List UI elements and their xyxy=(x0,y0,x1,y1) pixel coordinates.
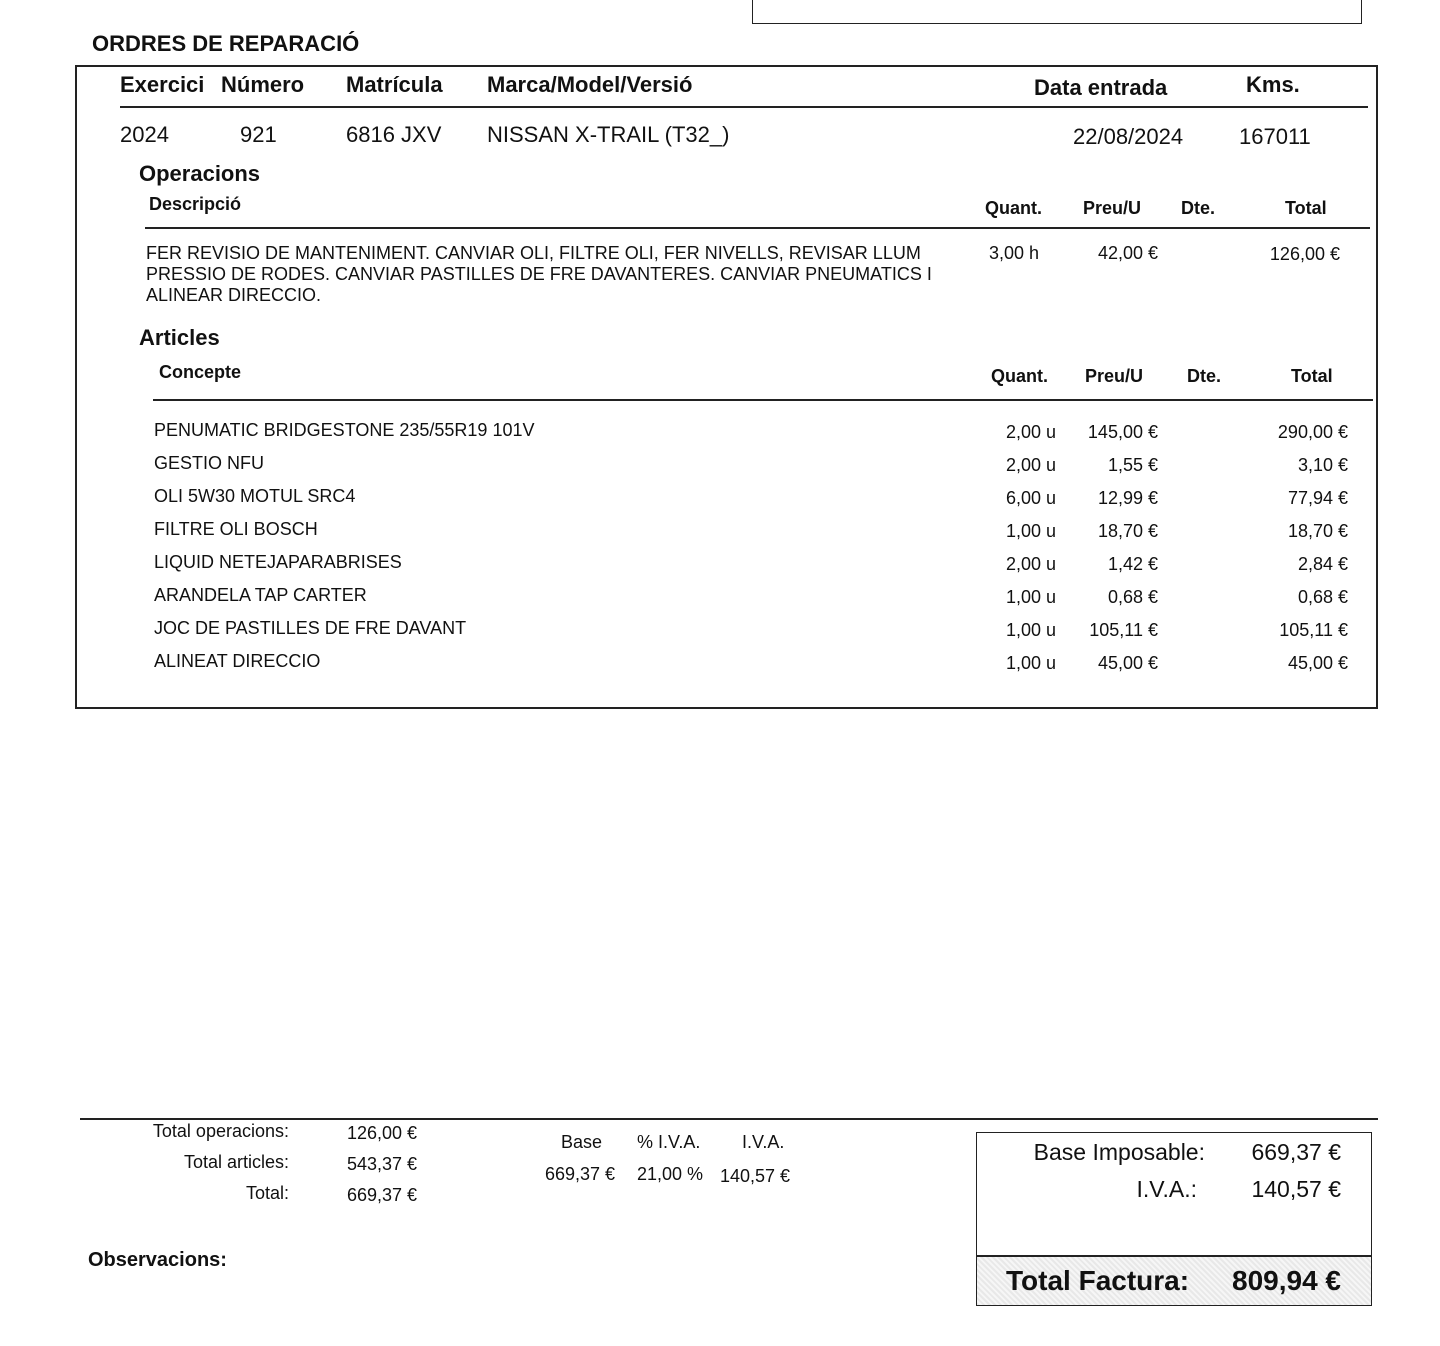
val-kms: 167011 xyxy=(1239,124,1311,149)
art-col-dte: Dte. xyxy=(1187,366,1222,386)
op-price: 42,00 € xyxy=(1097,243,1158,263)
article-price: 12,99 € xyxy=(1097,488,1158,508)
divider xyxy=(145,227,1370,229)
sum-label: Total operacions: xyxy=(152,1121,289,1141)
art-col-price: Preu/U xyxy=(1085,366,1144,386)
article-price: 18,70 € xyxy=(1097,521,1158,541)
iva-base: 669,37 € xyxy=(545,1164,616,1184)
article-concept: JOC DE PASTILLES DE FRE DAVANT xyxy=(154,618,467,638)
val-exercici: 2024 xyxy=(120,122,169,147)
article-qty: 1,00 u xyxy=(1005,653,1056,673)
sum-label: Total articles: xyxy=(183,1152,289,1172)
article-total: 3,10 € xyxy=(1297,455,1348,475)
article-total: 2,84 € xyxy=(1297,554,1348,574)
total-bar: Total Factura: 809,94 € xyxy=(977,1255,1371,1305)
article-qty: 6,00 u xyxy=(1005,488,1056,508)
op-col-price: Preu/U xyxy=(1083,198,1142,218)
article-qty: 2,00 u xyxy=(1005,554,1056,574)
iva-col-pct: % I.V.A. xyxy=(637,1132,701,1152)
article-total: 77,94 € xyxy=(1287,488,1348,508)
iva-amount: 140,57 € xyxy=(720,1166,791,1186)
val-data: 22/08/2024 xyxy=(1073,124,1184,149)
col-data: Data entrada xyxy=(1034,75,1168,100)
op-col-dte: Dte. xyxy=(1181,198,1216,218)
article-price: 1,42 € xyxy=(1107,554,1158,574)
op-desc-line: ALINEAR DIRECCIO. xyxy=(146,285,322,305)
totals-box: Base Imposable: 669,37 € I.V.A.: 140,57 … xyxy=(976,1132,1372,1306)
article-total: 0,68 € xyxy=(1297,587,1348,607)
sum-value: 543,37 € xyxy=(347,1154,418,1174)
art-col-total: Total xyxy=(1291,366,1333,386)
op-desc-line: PRESSIO DE RODES. CANVIAR PASTILLES DE F… xyxy=(146,264,932,284)
article-total: 290,00 € xyxy=(1277,422,1348,442)
observacions-label: Observacions: xyxy=(88,1249,227,1271)
op-qty: 3,00 h xyxy=(989,243,1040,263)
section-title: ORDRES DE REPARACIÓ xyxy=(92,31,360,56)
article-qty: 2,00 u xyxy=(1005,455,1056,475)
article-total: 105,11 € xyxy=(1279,620,1348,640)
iva-pct: 21,00 % xyxy=(637,1164,704,1184)
col-numero: Número xyxy=(221,72,305,97)
iva-col-base: Base xyxy=(561,1132,603,1152)
col-matricula: Matrícula xyxy=(346,72,443,97)
article-concept: LIQUID NETEJAPARABRISES xyxy=(154,552,402,572)
op-col-total: Total xyxy=(1285,198,1327,218)
articles-title: Articles xyxy=(139,325,220,350)
divider xyxy=(120,106,1368,108)
article-total: 18,70 € xyxy=(1287,521,1348,541)
art-col-concept: Concepte xyxy=(159,362,242,382)
top-info-box xyxy=(752,0,1362,24)
article-concept: GESTIO NFU xyxy=(154,453,265,473)
sum-value: 669,37 € xyxy=(347,1185,418,1205)
col-exercici: Exercici xyxy=(120,72,205,97)
article-qty: 1,00 u xyxy=(1005,620,1056,640)
val-marca: NISSAN X-TRAIL (T32_) xyxy=(487,122,730,147)
val-matricula: 6816 JXV xyxy=(346,122,442,147)
article-price: 0,68 € xyxy=(1107,587,1158,607)
divider xyxy=(153,399,1373,401)
val-numero: 921 xyxy=(240,122,277,147)
article-price: 145,00 € xyxy=(1087,422,1158,442)
article-concept: FILTRE OLI BOSCH xyxy=(154,519,318,539)
base-value: 669,37 € xyxy=(1251,1139,1341,1165)
op-col-qty: Quant. xyxy=(985,198,1042,218)
col-marca: Marca/Model/Versió xyxy=(487,72,693,97)
operacions-title: Operacions xyxy=(139,161,261,186)
article-qty: 2,00 u xyxy=(1005,422,1056,442)
repair-order-box xyxy=(75,65,1378,709)
article-price: 45,00 € xyxy=(1097,653,1158,673)
sum-value: 126,00 € xyxy=(347,1123,418,1143)
iva-col-iva: I.V.A. xyxy=(742,1132,785,1152)
iva-value: 140,57 € xyxy=(1251,1176,1341,1202)
article-total: 45,00 € xyxy=(1287,653,1348,673)
article-price: 1,55 € xyxy=(1107,455,1158,475)
article-qty: 1,00 u xyxy=(1005,521,1056,541)
op-col-desc: Descripció xyxy=(149,194,242,214)
total-value: 809,94 € xyxy=(1232,1265,1341,1296)
article-price: 105,11 € xyxy=(1089,620,1158,640)
art-col-qty: Quant. xyxy=(991,366,1048,386)
col-kms: Kms. xyxy=(1246,72,1300,97)
article-concept: PENUMATIC BRIDGESTONE 235/55R19 101V xyxy=(154,420,535,440)
article-qty: 1,00 u xyxy=(1005,587,1056,607)
total-label: Total Factura: xyxy=(1006,1265,1190,1296)
divider xyxy=(80,1118,1378,1120)
article-concept: OLI 5W30 MOTUL SRC4 xyxy=(154,486,356,506)
article-concept: ARANDELA TAP CARTER xyxy=(154,585,367,605)
article-concept: ALINEAT DIRECCIO xyxy=(154,651,321,671)
sum-label: Total: xyxy=(245,1183,289,1203)
base-label: Base Imposable: xyxy=(1033,1139,1205,1165)
op-desc-line: FER REVISIO DE MANTENIMENT. CANVIAR OLI,… xyxy=(146,243,921,263)
op-total: 126,00 € xyxy=(1269,244,1340,264)
iva-label: I.V.A.: xyxy=(1136,1176,1197,1202)
